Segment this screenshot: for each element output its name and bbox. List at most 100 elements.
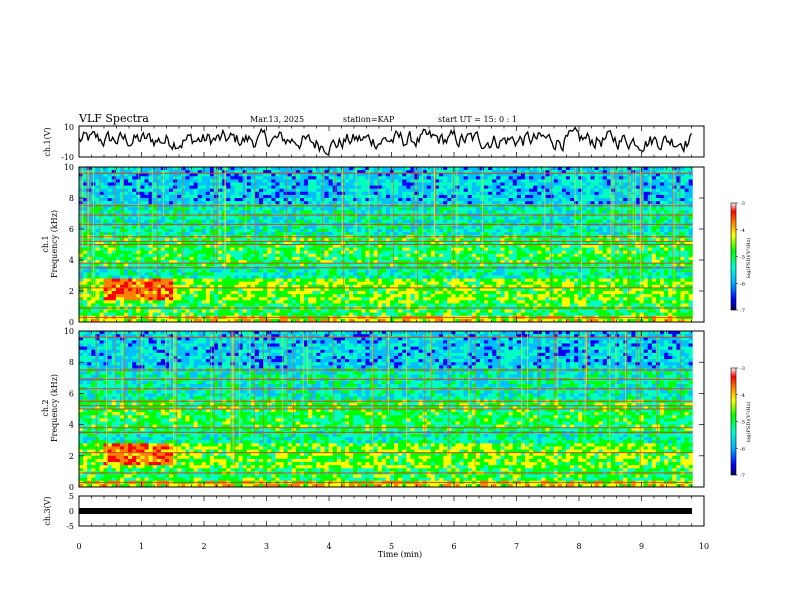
spectrogram-cell <box>386 176 390 179</box>
spectrogram-cell <box>316 192 320 195</box>
spectrogram-cell <box>230 226 234 229</box>
spectrogram-cell <box>263 248 267 251</box>
spectrogram-cell <box>680 173 684 176</box>
spectrogram-cell <box>288 257 292 260</box>
spectrogram-cell <box>468 176 472 179</box>
spectrogram-cell <box>484 217 488 220</box>
spectrogram-cell <box>496 167 500 170</box>
spectrogram-cell <box>558 248 562 251</box>
spectrogram-cell <box>394 232 398 235</box>
spectrogram-cell <box>402 220 406 223</box>
spectrogram-cell <box>267 186 271 189</box>
spectrogram-cell <box>541 254 545 257</box>
spectrogram-cell <box>140 263 144 266</box>
spectrogram-cell <box>545 201 549 204</box>
spectrogram-cell <box>513 192 517 195</box>
spectrogram-cell <box>460 189 464 192</box>
spectrogram-cell <box>398 229 402 232</box>
spectrogram-cell <box>685 201 689 204</box>
spectrogram-cell <box>500 251 504 254</box>
spectrogram-cell <box>316 173 320 176</box>
spectrogram-cell <box>247 226 251 229</box>
spectrogram-cell <box>349 220 353 223</box>
spectrogram-cell <box>153 263 157 266</box>
spectrogram-cell <box>214 192 218 195</box>
spectrogram-cell <box>439 210 443 213</box>
spectrogram-cell <box>239 263 243 266</box>
spectrogram-cell <box>664 232 668 235</box>
spectrogram-cell <box>198 220 202 223</box>
spectrogram-cell <box>144 220 148 223</box>
spectrogram-cell <box>263 263 267 266</box>
spectrogram-cell <box>599 210 603 213</box>
spectrogram-cell <box>443 220 447 223</box>
spectrogram-cell <box>521 192 525 195</box>
spectrogram-cell <box>505 226 509 229</box>
spectrogram-cell <box>239 207 243 210</box>
spectrogram-cell <box>259 248 263 251</box>
spectrogram-cell <box>529 226 533 229</box>
spectrogram-cell <box>132 189 136 192</box>
spectrogram-cell <box>509 176 513 179</box>
spectrogram-cell <box>652 210 656 213</box>
spectrogram-cell <box>472 173 476 176</box>
spectrogram-cell <box>631 192 635 195</box>
spectrogram-cell <box>689 167 693 170</box>
spectrogram-cell <box>382 192 386 195</box>
spectrogram-cell <box>423 195 427 198</box>
spectrogram-cell <box>570 245 574 248</box>
spectrogram-cell <box>333 245 337 248</box>
spectrogram-cell <box>140 226 144 229</box>
spectrogram-cell <box>325 210 329 213</box>
spectrogram-cell <box>529 167 533 170</box>
spectrogram-cell <box>435 257 439 260</box>
spectrogram-cell <box>345 245 349 248</box>
spectrogram-cell <box>566 198 570 201</box>
spectrogram-cell <box>402 198 406 201</box>
spectrogram-cell <box>406 251 410 254</box>
spectrogram-cell <box>570 254 574 257</box>
spectrogram-cell <box>214 220 218 223</box>
spectrogram-cell <box>95 210 99 213</box>
spectrogram-cell <box>500 263 504 266</box>
spectrogram-cell <box>545 232 549 235</box>
spectrogram-cell <box>590 257 594 260</box>
spectrogram-cell <box>189 201 193 204</box>
spectrogram-cell <box>234 232 238 235</box>
spectrogram-cell <box>558 257 562 260</box>
spectrogram-cell <box>554 254 558 257</box>
spectrogram-cell <box>271 248 275 251</box>
spectrogram-cell <box>316 167 320 170</box>
spectrogram-cell <box>304 251 308 254</box>
spectrogram-cell <box>492 179 496 182</box>
spectrogram-cell <box>329 173 333 176</box>
spectrogram-cell <box>406 248 410 251</box>
spectrogram-cell <box>545 198 549 201</box>
spectrogram-cell <box>460 210 464 213</box>
spectrogram-cell <box>525 232 529 235</box>
spectrogram-cell <box>455 232 459 235</box>
spectrogram-cell <box>325 198 329 201</box>
spectrogram-cell <box>239 189 243 192</box>
spectrogram-cell <box>288 245 292 248</box>
spectrogram-cell <box>623 186 627 189</box>
spectrogram-cell <box>214 183 218 186</box>
spectrogram-cell <box>554 248 558 251</box>
spectrogram-cell <box>406 257 410 260</box>
spectrogram-cell <box>304 201 308 204</box>
spectrogram-cell <box>198 254 202 257</box>
spectrogram-cell <box>263 186 267 189</box>
spectrogram-cell <box>488 248 492 251</box>
spectrogram-cell <box>202 245 206 248</box>
spectrogram-cell <box>353 248 357 251</box>
spectrogram-cell <box>500 195 504 198</box>
spectrogram-cell <box>402 257 406 260</box>
spectrogram-cell <box>660 217 664 220</box>
spectrogram-cell <box>206 229 210 232</box>
spectrogram-cell <box>329 254 333 257</box>
spectrogram-cell <box>603 179 607 182</box>
spectrogram-cell <box>680 179 684 182</box>
spectrogram-cell <box>537 251 541 254</box>
spectrogram-cell <box>128 220 132 223</box>
spectrogram-cell <box>398 245 402 248</box>
